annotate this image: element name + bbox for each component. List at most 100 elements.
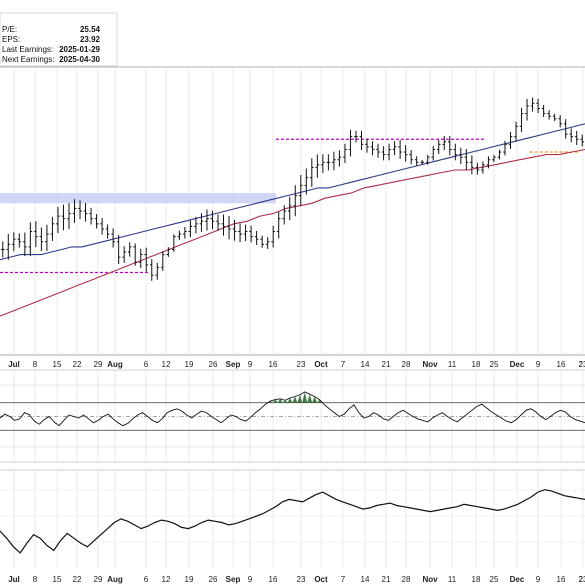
price-bar — [249, 225, 253, 243]
last-earnings-label: Last Earnings: — [2, 45, 53, 54]
price-bar — [310, 158, 314, 187]
eps-label: EPS: — [2, 35, 20, 44]
price-bar — [72, 199, 77, 223]
oscillator-overbought-fill — [267, 391, 322, 403]
x-tick-label: 16 — [557, 575, 566, 584]
price-bar — [514, 121, 518, 142]
x-tick-label: 21 — [382, 575, 391, 584]
pe-value: 25.54 — [80, 25, 101, 34]
price-bar — [414, 156, 419, 166]
x-tick-label: 18 — [472, 575, 481, 584]
x-tick-label: 21 — [382, 360, 391, 369]
price-bar — [6, 233, 11, 260]
x-tick-label: 14 — [361, 575, 370, 584]
x-tick-label: Sep — [226, 575, 241, 584]
x-tick-label: 19 — [185, 360, 194, 369]
x-tick-label: 26 — [209, 575, 218, 584]
price-bar — [503, 140, 507, 156]
price-bar — [238, 223, 242, 243]
price-ma-long-line — [0, 148, 585, 317]
price-bar — [11, 232, 16, 252]
price-ma-short-line — [0, 123, 585, 261]
x-tick-label: 16 — [269, 360, 278, 369]
pe-label: P/E: — [2, 25, 17, 34]
price-bar — [39, 227, 44, 251]
price-bar — [210, 210, 215, 230]
x-tick-label: Nov — [422, 360, 438, 369]
price-bar — [243, 224, 248, 241]
price-bar — [138, 248, 143, 269]
price-bar — [563, 119, 568, 139]
price-bar — [133, 243, 138, 266]
price-bar — [492, 154, 496, 163]
price-bar — [127, 242, 132, 257]
price-bar — [481, 161, 485, 174]
relative-strength-line — [0, 489, 585, 554]
price-bar — [166, 247, 171, 257]
x-tick-label: Dec — [510, 360, 525, 369]
x-tick-label: 16 — [557, 360, 566, 369]
price-bar — [45, 224, 49, 251]
x-tick-label: 22 — [73, 575, 82, 584]
price-bar — [100, 218, 104, 235]
price-bar — [530, 97, 535, 112]
price-bar — [337, 150, 342, 167]
price-bar — [28, 222, 33, 257]
price-bar — [23, 232, 27, 257]
price-bar — [536, 98, 540, 114]
price-bar — [194, 216, 198, 234]
price-bar — [271, 225, 275, 248]
price-bar — [282, 205, 287, 225]
x-tick-label: 9 — [248, 575, 253, 584]
price-bar — [78, 200, 82, 220]
x-tick-label: 23 — [579, 575, 585, 584]
price-bar — [354, 130, 358, 143]
relative-strength-gridlines — [0, 470, 585, 568]
x-tick-label: Sep — [226, 360, 241, 369]
price-bar — [403, 145, 408, 162]
price-bar — [111, 228, 115, 248]
price-bar — [425, 154, 430, 165]
price-bar — [326, 154, 331, 171]
x-tick-label: 8 — [33, 360, 38, 369]
price-bar — [574, 130, 579, 145]
price-bar — [332, 151, 336, 171]
x-tick-label: 12 — [162, 575, 171, 584]
x-tick-label: 23 — [297, 360, 306, 369]
price-resistance-band — [0, 193, 276, 204]
price-gridlines — [13, 67, 584, 355]
oscillator-panel — [0, 369, 585, 463]
price-bar — [315, 154, 320, 178]
x-tick-label: 11 — [448, 360, 457, 369]
x-tick-label: 2 — [579, 575, 584, 584]
price-bar — [381, 146, 386, 161]
eps-value: 23.92 — [80, 35, 101, 44]
price-bar — [453, 143, 458, 161]
price-bar — [304, 168, 309, 195]
x-tick-label: 29 — [94, 575, 103, 584]
price-bar — [558, 115, 562, 128]
price-bar — [260, 235, 264, 248]
price-bar — [122, 246, 126, 263]
price-bar — [254, 230, 259, 245]
x-tick-label: 26 — [209, 360, 218, 369]
price-bar — [199, 213, 204, 232]
price-bar — [83, 202, 88, 222]
x-tick-label: Oct — [314, 575, 328, 584]
stock-info-box: P/E: 25.54 EPS: 23.92 Last Earnings: 202… — [0, 12, 118, 67]
price-bar — [436, 139, 441, 155]
price-panel — [0, 66, 585, 356]
price-bars — [0, 97, 585, 281]
x-tick-label: Oct — [314, 360, 328, 369]
x-tick-label: 28 — [402, 575, 411, 584]
price-bar — [287, 196, 292, 221]
price-bar — [370, 141, 375, 156]
x-tick-label: Dec — [510, 575, 525, 584]
price-bar — [265, 237, 270, 249]
price-bar — [398, 139, 402, 159]
x-tick-label: 18 — [472, 360, 481, 369]
next-earnings-label: Next Earnings: — [2, 55, 54, 64]
x-tick-label: 29 — [94, 360, 103, 369]
x-tick-label: 25 — [490, 575, 499, 584]
price-bar — [376, 143, 380, 158]
